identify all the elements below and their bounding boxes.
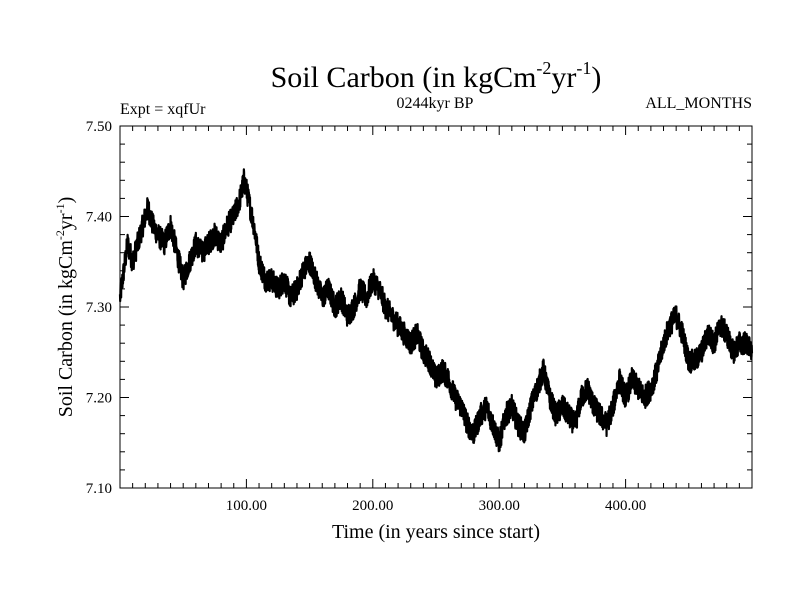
chart-subtitle: 0244kyr BP	[397, 95, 474, 112]
experiment-label: Expt = xqfUr	[120, 101, 206, 118]
x-tick-label: 200.00	[352, 498, 393, 514]
y-axis-label: Soil Carbon (in kgCm-2yr-1)	[53, 197, 77, 418]
plot-frame	[119, 125, 753, 489]
x-tick-label: 100.00	[226, 498, 267, 514]
x-axis-tick-labels: 100.00 200.00 300.00 400.00	[226, 498, 646, 514]
series-line-soil-carbon	[118, 168, 754, 453]
axis-ticks	[120, 126, 752, 488]
x-tick-label: 300.00	[479, 498, 520, 514]
chart-title: Soil Carbon (in kgCm-2yr-1)	[271, 58, 602, 94]
y-tick-label: 7.50	[86, 119, 112, 135]
y-tick-label: 7.10	[86, 481, 112, 497]
x-axis-label: Time (in years since start)	[332, 521, 540, 543]
y-tick-label: 7.40	[86, 210, 112, 226]
y-tick-label: 7.20	[86, 391, 112, 407]
y-axis-tick-labels: 7.10 7.20 7.30 7.40 7.50	[86, 119, 112, 497]
y-tick-label: 7.30	[86, 300, 112, 316]
months-label: ALL_MONTHS	[645, 95, 752, 112]
x-tick-label: 400.00	[605, 498, 646, 514]
